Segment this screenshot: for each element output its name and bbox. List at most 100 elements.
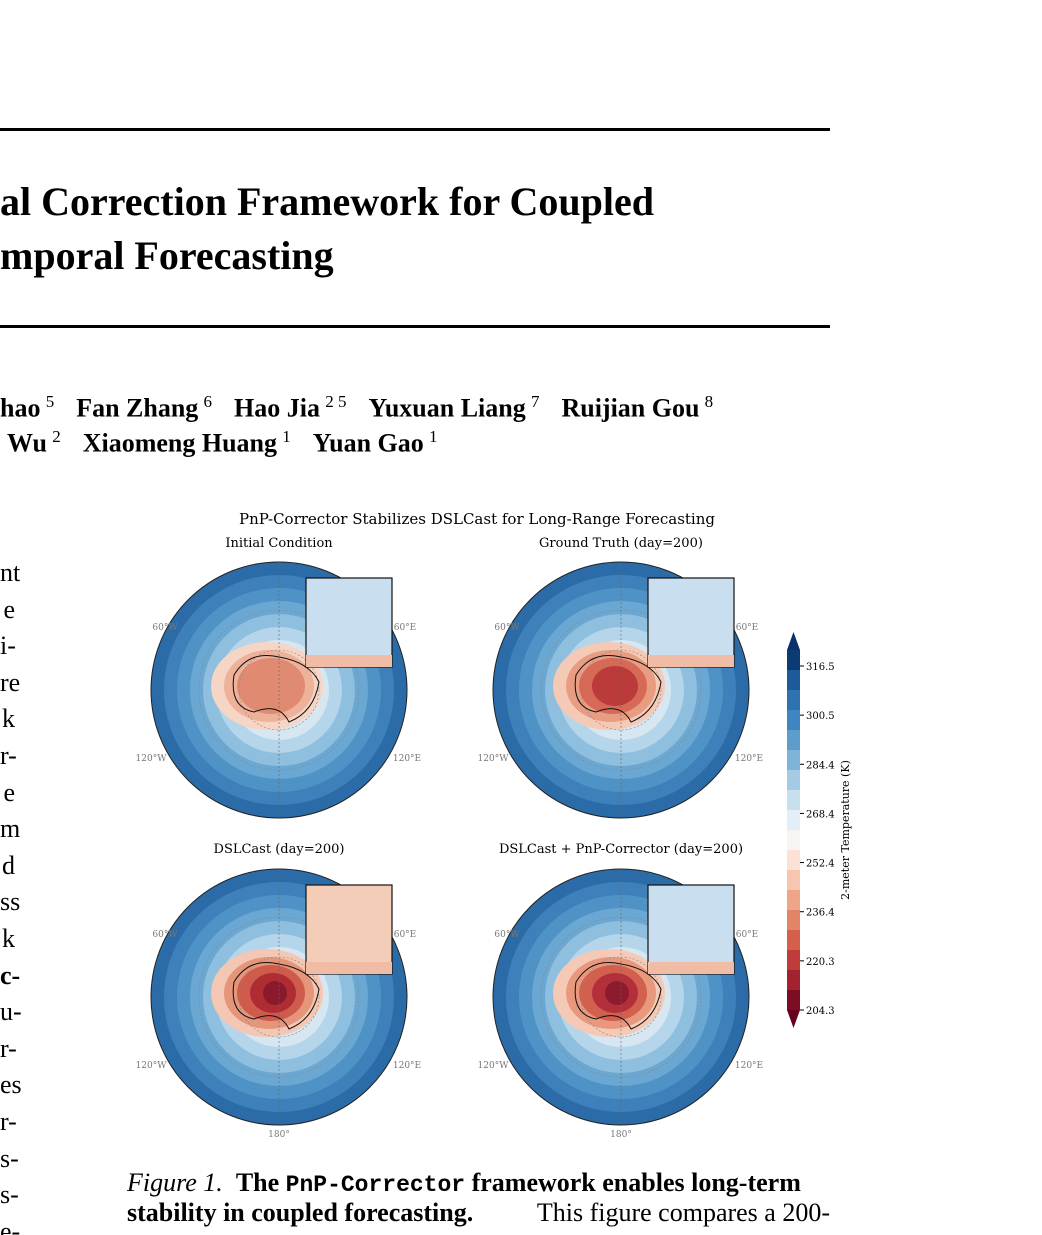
map-label: 180° bbox=[610, 1130, 632, 1140]
colorbar-tick-label: 252.4 bbox=[806, 859, 835, 870]
map-cold-region bbox=[605, 981, 629, 1005]
coastline bbox=[574, 655, 662, 723]
inset-band bbox=[648, 962, 734, 974]
colorbar-swatch bbox=[787, 650, 800, 671]
map-label: 120°E bbox=[393, 754, 421, 764]
author-name: Fan Zhang bbox=[76, 393, 199, 423]
colorbar-tick-label: 236.4 bbox=[806, 908, 835, 919]
author-name: Xiaomeng Huang bbox=[82, 428, 278, 458]
text-fragment: r- bbox=[0, 1107, 17, 1136]
colorbar-tick-label: 268.4 bbox=[806, 809, 835, 820]
author-name: Yuan Gao bbox=[312, 428, 424, 458]
author-affiliation: 7 bbox=[530, 392, 540, 411]
title-line: mporal Forecasting bbox=[0, 233, 334, 278]
colorbar-swatch bbox=[787, 810, 800, 831]
colorbar-swatch bbox=[787, 790, 800, 811]
map-label: 60°W bbox=[494, 623, 520, 633]
map-label: 120°W bbox=[478, 754, 510, 764]
map-cold-region bbox=[263, 981, 287, 1005]
caption-text: This figure compares a 200- bbox=[536, 1198, 830, 1227]
map-cold-region bbox=[592, 666, 638, 706]
coastline bbox=[574, 962, 662, 1030]
map-label: 180° bbox=[268, 1130, 290, 1140]
text-fragment: e bbox=[3, 594, 15, 624]
colorbar-swatch bbox=[787, 950, 800, 971]
title-line: al Correction Framework for Coupled bbox=[0, 179, 654, 224]
inset-band bbox=[306, 655, 392, 667]
author-affiliation: 1 bbox=[429, 427, 438, 446]
colorbar-swatch bbox=[787, 670, 800, 691]
author-affiliation: 1 bbox=[282, 427, 291, 446]
colorbar-swatch bbox=[787, 870, 800, 891]
author-name: Yuxuan Liang bbox=[368, 393, 526, 423]
inset-band bbox=[648, 655, 734, 667]
caption-line: stability in coupled forecasting. This fi… bbox=[127, 1198, 830, 1228]
map-label: 60°E bbox=[394, 623, 417, 633]
colorbar-swatch bbox=[787, 890, 800, 911]
author-name: Wu bbox=[7, 428, 47, 458]
map-label: 120°E bbox=[735, 1061, 763, 1071]
figure-title: PnP-Corrector Stabilizes DSLCast for Lon… bbox=[239, 510, 715, 528]
inset bbox=[647, 577, 735, 668]
caption-label: Figure 1. bbox=[127, 1168, 223, 1197]
colorbar-tick-label: 220.3 bbox=[806, 957, 835, 968]
map-label: 60°E bbox=[736, 930, 759, 940]
colorbar-swatch bbox=[787, 690, 800, 711]
author-name: Ruijian Gou bbox=[561, 393, 700, 423]
text-fragment: r- bbox=[0, 741, 17, 770]
map-label: 60°E bbox=[394, 930, 417, 940]
panel-title: DSLCast + PnP-Corrector (day=200) bbox=[499, 842, 743, 857]
inset bbox=[305, 577, 393, 668]
author-affiliation: 6 bbox=[203, 392, 213, 411]
map-label: 120°W bbox=[136, 754, 168, 764]
text-fragment: k bbox=[2, 704, 15, 734]
inset bbox=[647, 884, 735, 975]
colorbar-tick-label: 316.5 bbox=[806, 662, 835, 673]
colorbar-swatch bbox=[787, 990, 800, 1011]
colorbar-swatch bbox=[787, 910, 800, 931]
caption-line: Figure 1. The PnP-Corrector framework en… bbox=[127, 1168, 830, 1198]
inset bbox=[305, 884, 393, 975]
text-fragment: e bbox=[3, 777, 15, 807]
caption-bold: The bbox=[235, 1168, 280, 1197]
map-label: 120°E bbox=[735, 754, 763, 764]
coastline bbox=[232, 655, 320, 723]
colorbar-swatch bbox=[787, 750, 800, 771]
coastline bbox=[232, 962, 320, 1030]
author-line: hao 5 Fan Zhang 6 Hao Jia 2 5 Yuxuan Liang … bbox=[0, 392, 735, 424]
author-line: Wu 2 Xiaomeng Huang 1 Yuan Gao 1 bbox=[7, 427, 460, 459]
map-label: 60°E bbox=[736, 623, 759, 633]
author-affiliation: 2 bbox=[52, 427, 61, 446]
colorbar-swatch bbox=[787, 930, 800, 951]
text-fragment: s- bbox=[0, 1143, 19, 1173]
map-label: 120°W bbox=[478, 1061, 510, 1071]
colorbar-swatch bbox=[787, 850, 800, 871]
map-label: 60°W bbox=[152, 930, 178, 940]
colorbar-tick-label: 204.3 bbox=[806, 1006, 835, 1017]
panel-title: Initial Condition bbox=[225, 536, 333, 551]
author-affiliation: 2 5 bbox=[325, 392, 347, 411]
author-name: hao bbox=[0, 393, 41, 423]
panel-title: DSLCast (day=200) bbox=[214, 842, 345, 857]
colorbar-label: 2-meter Temperature (K) bbox=[839, 760, 852, 900]
inset-band bbox=[306, 962, 392, 974]
colorbar-swatch bbox=[787, 770, 800, 791]
colorbar-arrow bbox=[787, 1010, 800, 1028]
caption-code: PnP-Corrector bbox=[285, 1172, 466, 1198]
map-cold-region bbox=[237, 658, 305, 714]
colorbar-swatch bbox=[787, 830, 800, 851]
map-label: 60°W bbox=[152, 623, 178, 633]
colorbar-swatch bbox=[787, 730, 800, 751]
caption-bold: framework enables long-term bbox=[471, 1168, 801, 1197]
colorbar-tick-label: 300.5 bbox=[806, 711, 835, 722]
map-label: 60°W bbox=[494, 930, 520, 940]
caption-bold: stability in coupled forecasting. bbox=[127, 1198, 474, 1227]
author-affiliation: 8 bbox=[704, 392, 714, 411]
author-affiliation: 5 bbox=[45, 392, 55, 411]
text-fragment: i- bbox=[0, 631, 16, 661]
colorbar-arrow bbox=[787, 632, 800, 650]
colorbar-swatch bbox=[787, 710, 800, 731]
panel-title: Ground Truth (day=200) bbox=[539, 536, 703, 551]
